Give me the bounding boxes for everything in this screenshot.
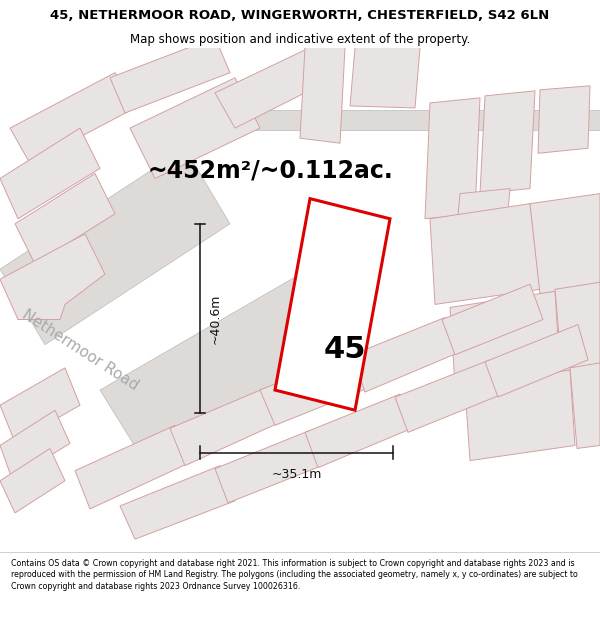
Polygon shape [120,466,235,539]
Text: ~40.6m: ~40.6m [209,293,222,344]
Polygon shape [0,410,70,479]
Text: 45: 45 [324,335,366,364]
Polygon shape [450,291,560,385]
Polygon shape [425,98,480,219]
Polygon shape [130,78,260,179]
Polygon shape [442,284,543,355]
Polygon shape [300,48,345,143]
Polygon shape [215,431,322,503]
Text: Contains OS data © Crown copyright and database right 2021. This information is : Contains OS data © Crown copyright and d… [11,559,578,591]
Text: Map shows position and indicative extent of the property.: Map shows position and indicative extent… [130,33,470,46]
Polygon shape [305,394,412,468]
Polygon shape [0,128,100,219]
Polygon shape [455,189,510,249]
Polygon shape [0,449,65,513]
Polygon shape [538,86,590,153]
Polygon shape [100,274,350,471]
Text: ~452m²/~0.112ac.: ~452m²/~0.112ac. [147,158,393,182]
Polygon shape [352,318,458,392]
Polygon shape [430,204,540,304]
Polygon shape [110,38,230,113]
Polygon shape [530,194,600,294]
Polygon shape [555,282,600,372]
Polygon shape [570,363,600,449]
Polygon shape [0,234,105,319]
Polygon shape [215,48,325,128]
Polygon shape [15,173,115,264]
Polygon shape [480,91,535,194]
Text: Nethermoor Road: Nethermoor Road [19,306,141,393]
Polygon shape [0,148,230,345]
Polygon shape [0,368,80,442]
Polygon shape [10,72,135,163]
Polygon shape [275,199,390,410]
Polygon shape [240,110,600,130]
Polygon shape [75,425,190,509]
Text: 45, NETHERMOOR ROAD, WINGERWORTH, CHESTERFIELD, S42 6LN: 45, NETHERMOOR ROAD, WINGERWORTH, CHESTE… [50,9,550,21]
Text: ~35.1m: ~35.1m [271,468,322,481]
Polygon shape [485,324,588,397]
Polygon shape [465,370,575,461]
Polygon shape [395,360,500,432]
Polygon shape [350,48,420,108]
Polygon shape [260,352,368,425]
Polygon shape [170,388,280,466]
